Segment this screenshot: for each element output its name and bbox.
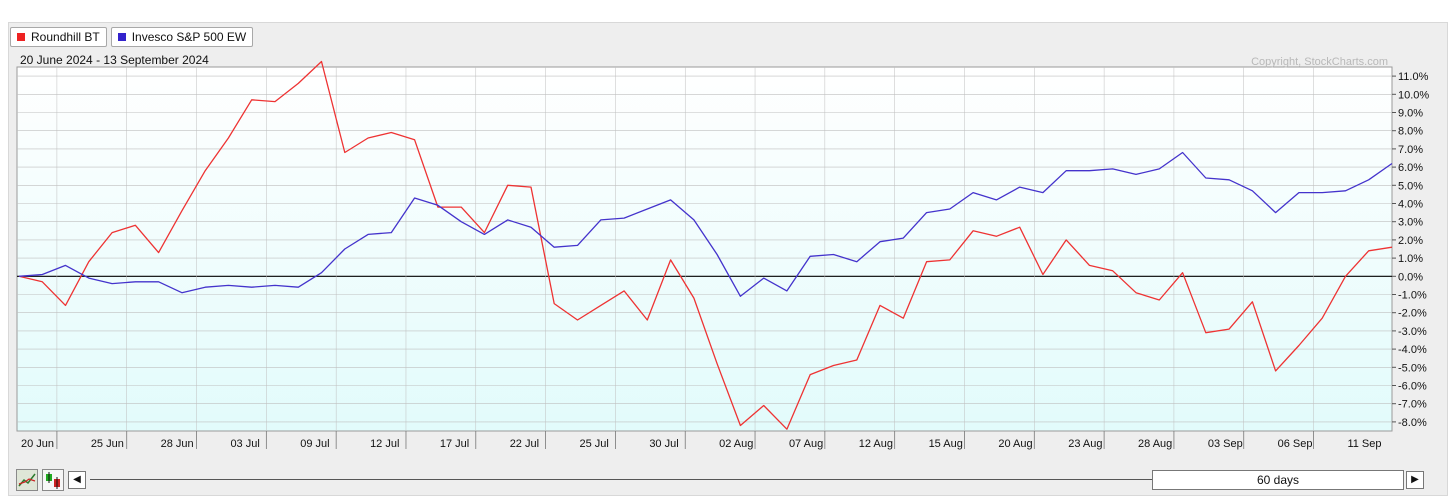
y-tick-label: 0.0% [1398,271,1423,283]
y-tick-label: 5.0% [1398,180,1423,192]
y-tick-label: 7.0% [1398,144,1423,156]
candlestick-icon[interactable] [42,469,64,491]
x-tick-label: 25 Jul [580,438,609,450]
x-tick-label: 09 Jul [300,438,329,450]
y-tick-label: 6.0% [1398,162,1423,174]
legend-swatch-invesco [117,33,126,41]
legend-item-roundhill[interactable]: Roundhill BT [10,27,107,47]
x-tick-label: 12 Jul [370,438,399,450]
scroll-bar: ◀ 60 days ▶ [14,467,1442,493]
plot-area [16,66,1393,432]
x-tick-label: 07 Aug [789,438,823,450]
x-tick-label: 23 Aug [1068,438,1102,450]
y-tick-label: -7.0% [1398,399,1427,411]
legend: Roundhill BT Invesco S&P 500 EW [10,27,254,49]
legend-item-invesco[interactable]: Invesco S&P 500 EW [110,27,254,47]
y-tick-label: 1.0% [1398,253,1423,265]
x-tick-label: 06 Sep [1278,438,1313,450]
scroll-track[interactable] [90,479,1152,480]
y-tick-label: 4.0% [1398,199,1423,211]
copyright-label: Copyright, StockCharts.com [1251,56,1388,68]
legend-swatch-roundhill [17,33,25,41]
x-tick-label: 30 Jul [649,438,678,450]
y-tick-label: -2.0% [1398,308,1427,320]
series-lines [18,60,1393,430]
x-tick-label: 28 Jun [161,438,194,450]
series-line-roundhill [18,60,1393,430]
x-tick-label: 28 Aug [1138,438,1172,450]
scroll-window-label: 60 days [1256,473,1300,487]
date-range-label: 20 June 2024 - 13 September 2024 [20,53,209,67]
x-axis: 20 Jun 25 Jun 28 Jun 03 Jul 09 Jul 12 Jul 17 J… [21,431,1382,450]
legend-label-invesco: Invesco S&P 500 EW [131,30,247,44]
line-chart-icon[interactable] [16,469,38,491]
y-tick-label: 2.0% [1398,235,1423,247]
x-tick-label: 25 Jun [91,438,124,450]
y-tick-label: 10.0% [1398,89,1429,101]
scroll-window-thumb[interactable]: 60 days [1152,470,1404,490]
y-tick-label: -8.0% [1398,417,1427,429]
x-tick-label: 15 Aug [929,438,963,450]
y-tick-label: -6.0% [1398,381,1427,393]
y-tick-label: -5.0% [1398,362,1427,374]
y-tick-label: 8.0% [1398,126,1423,138]
series-line-invesco [18,151,1393,297]
scroll-left-button[interactable]: ◀ [68,471,86,489]
y-tick-label: 3.0% [1398,217,1423,229]
scroll-right-button[interactable]: ▶ [1406,471,1424,489]
x-tick-label: 03 Jul [230,438,259,450]
gridlines [17,67,1392,431]
x-tick-label: 11 Sep [1347,438,1381,450]
x-tick-label: 17 Jul [440,438,469,450]
y-tick-label: -3.0% [1398,326,1427,338]
x-tick-label: 22 Jul [510,438,539,450]
x-tick-label: 12 Aug [859,438,893,450]
y-tick-label: -4.0% [1398,344,1427,356]
y-tick-label: -1.0% [1398,290,1427,302]
x-tick-label: 03 Sep [1208,438,1243,450]
legend-label-roundhill: Roundhill BT [31,30,100,44]
x-tick-label: 20 Jun [21,438,54,450]
y-tick-label: 9.0% [1398,108,1423,120]
x-tick-label: 20 Aug [998,438,1032,450]
x-tick-label: 02 Aug [719,438,753,450]
y-tick-label: 11.0% [1398,71,1429,83]
y-axis: 11.0% 10.0% 9.0% 8.0% 7.0% 6.0% 5.0% 4.0% 3.0% 2.… [1392,71,1429,429]
